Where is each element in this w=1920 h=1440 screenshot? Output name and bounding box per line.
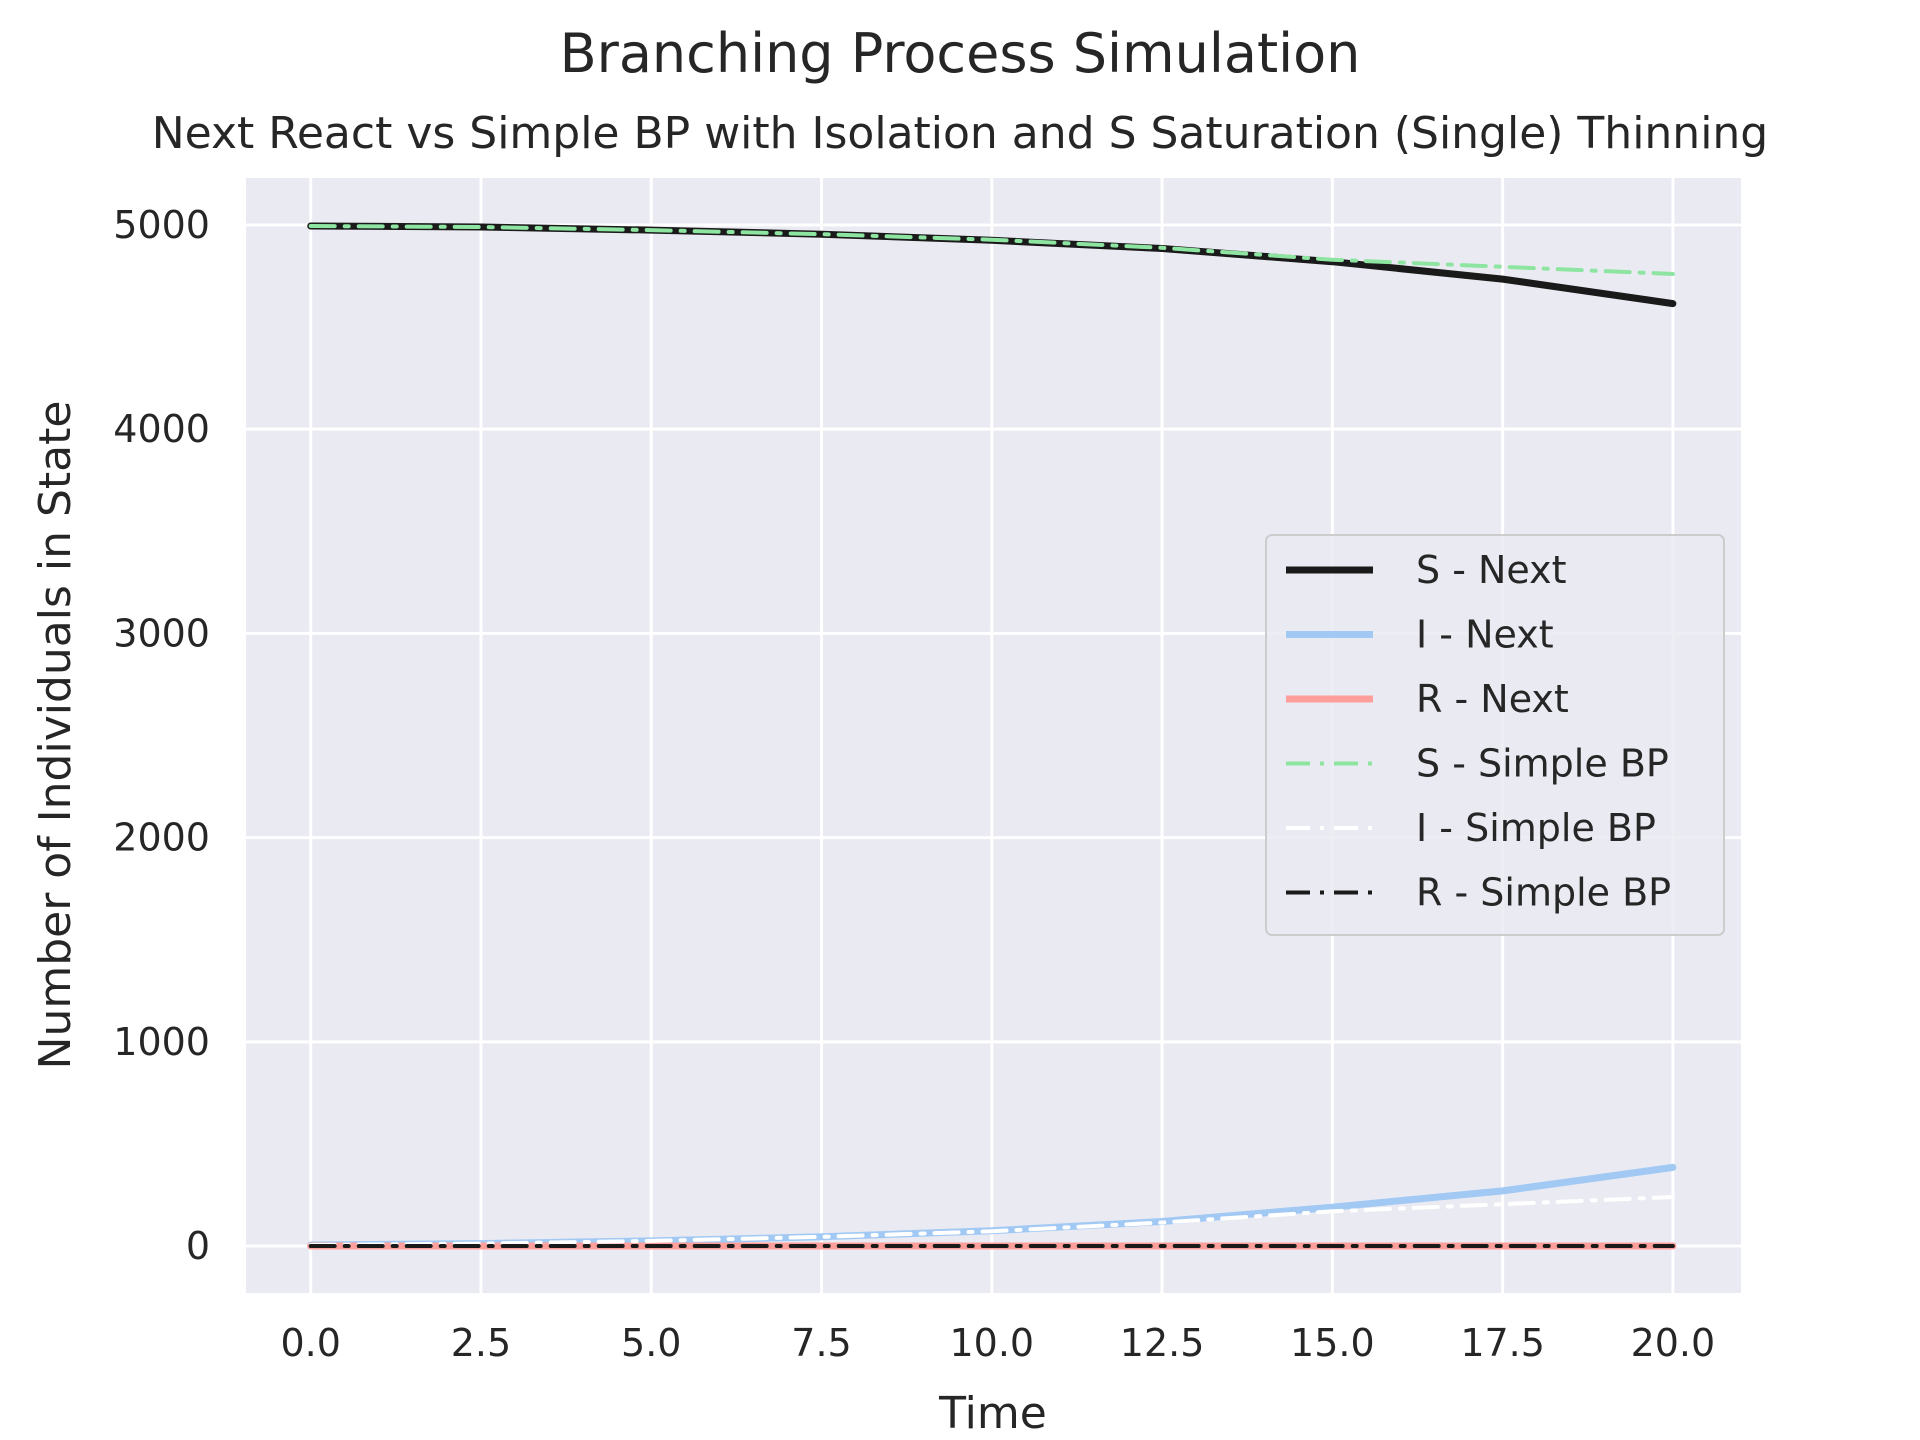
y-tick-label: 0 [186,1224,210,1268]
y-tick-labels: 0 1000 2000 3000 4000 5000 [113,203,210,1268]
x-tick-labels: 0.0 2.5 5.0 7.5 10.0 12.5 15.0 17.5 20.0 [280,1321,1715,1365]
x-tick-label: 2.5 [451,1321,511,1365]
legend-label: I - Next [1416,613,1554,657]
x-tick-label: 17.5 [1460,1321,1545,1365]
x-tick-label: 20.0 [1631,1321,1716,1365]
x-tick-label: 0.0 [280,1321,340,1365]
legend-label: R - Simple BP [1416,871,1671,915]
legend-label: R - Next [1416,677,1569,721]
series-lines [307,222,1677,1250]
x-tick-label: 7.5 [791,1321,851,1365]
x-tick-label: 10.0 [949,1321,1034,1365]
y-tick-label: 1000 [113,1020,210,1064]
x-tick-label: 5.0 [621,1321,681,1365]
y-tick-label: 4000 [113,407,210,451]
x-tick-label: 12.5 [1120,1321,1205,1365]
x-axis-label: Time [938,1388,1047,1439]
legend-label: S - Next [1416,548,1567,592]
y-tick-label: 2000 [113,816,210,860]
y-tick-label: 3000 [113,611,210,655]
legend: S - Next I - Next R - Next S - Simple BP I -… [1265,534,1725,936]
series-line-s-simple-bp [308,224,1675,276]
series-line-i-simple-bp [308,1195,1675,1247]
chart-suptitle: Branching Process Simulation [560,22,1361,85]
legend-box [1265,534,1725,936]
legend-label: I - Simple BP [1416,806,1656,850]
x-tick-label: 15.0 [1290,1321,1375,1365]
legend-label: S - Simple BP [1416,742,1669,786]
y-axis-label: Number of Individuals in State [30,401,81,1070]
y-tick-label: 5000 [113,203,210,247]
chart-title: Next React vs Simple BP with Isolation a… [152,108,1768,159]
